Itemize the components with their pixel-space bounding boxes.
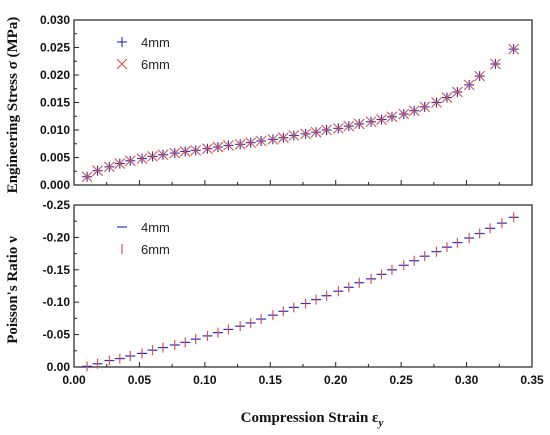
stress-point-6mm xyxy=(288,130,300,141)
stress-y-tick-label: 0.005 xyxy=(40,151,70,165)
poisson-legend-label: 4mm xyxy=(141,220,170,235)
stress-point-6mm xyxy=(474,70,486,82)
stress-point-6mm xyxy=(431,97,442,108)
stress-point-6mm xyxy=(452,86,463,98)
poisson-legend-label: 6mm xyxy=(141,242,170,257)
stress-legend-marker-6mm xyxy=(116,58,128,70)
stress-point-6mm xyxy=(508,43,520,55)
stress-point-6mm xyxy=(202,143,213,155)
stress-point-6mm xyxy=(463,79,475,91)
poisson-series-6mm xyxy=(86,212,515,372)
stress-point-6mm xyxy=(321,124,332,136)
x-tick-label: 0.25 xyxy=(389,373,413,387)
stress-point-6mm xyxy=(398,108,410,120)
stress-y-tick-label: 0.015 xyxy=(40,96,70,110)
x-tick-label: 0.20 xyxy=(324,373,348,387)
stress-point-6mm xyxy=(386,111,398,123)
stress-point-6mm xyxy=(343,120,355,132)
stress-y-tick-label: 0.020 xyxy=(40,68,70,82)
stress-legend-label: 4mm xyxy=(141,35,170,50)
x-tick-label: 0.05 xyxy=(128,373,152,387)
stress-point-6mm xyxy=(277,132,289,144)
stress-y-tick-label: 0.000 xyxy=(40,178,70,192)
stress-point-6mm xyxy=(441,92,453,103)
stress-point-6mm xyxy=(136,153,148,164)
stress-point-6mm xyxy=(408,105,420,117)
stress-point-6mm xyxy=(190,144,202,156)
stress-point-6mm xyxy=(124,155,136,167)
stress-point-6mm xyxy=(267,133,279,145)
x-tick-label: 0.00 xyxy=(62,373,86,387)
stress-point-6mm xyxy=(114,158,126,169)
stress-point-6mm xyxy=(223,140,234,151)
stress-point-6mm xyxy=(245,137,257,149)
stress-point-6mm xyxy=(212,141,224,153)
poisson-y-axis-title: Poisson's Ratio ν xyxy=(5,236,21,344)
poisson-y-tick-label: -0.15 xyxy=(43,263,71,277)
stress-point-6mm xyxy=(234,138,246,150)
poisson-series-4mm xyxy=(82,216,519,367)
stress-series-6mm xyxy=(81,43,520,183)
stress-panel: 0.0000.0050.0100.0150.0200.0250.0304mm6m… xyxy=(40,13,533,192)
poisson-y-tick-label: -0.20 xyxy=(43,230,71,244)
stress-point-6mm xyxy=(179,146,191,157)
stress-y-tick-label: 0.030 xyxy=(40,13,70,27)
poisson-y-tick-label: -0.10 xyxy=(43,295,71,309)
stress-point-6mm xyxy=(489,58,501,70)
x-axis-title-subscript: y xyxy=(376,417,383,429)
poisson-y-tick-label: -0.25 xyxy=(43,198,71,212)
stress-y-tick-label: 0.010 xyxy=(40,123,70,137)
stress-point-6mm xyxy=(157,149,169,161)
stress-point-6mm xyxy=(310,126,322,138)
x-tick-label: 0.10 xyxy=(193,373,217,387)
x-axis-title-main: Compression Strain ε xyxy=(241,410,379,426)
x-tick-label: 0.35 xyxy=(520,373,544,387)
stress-point-6mm xyxy=(255,135,267,147)
stress-point-6mm xyxy=(332,122,344,134)
stress-legend-label: 6mm xyxy=(141,57,170,72)
stress-point-6mm xyxy=(365,116,377,128)
stress-point-6mm xyxy=(419,101,431,113)
stress-y-axis-title: Engineering Stress σ (MPa) xyxy=(5,17,21,194)
stress-point-6mm xyxy=(81,171,93,183)
x-axis-title: Compression Strain εy xyxy=(241,410,384,429)
poisson-y-tick-label: 0.00 xyxy=(47,360,71,374)
x-tick-label: 0.15 xyxy=(259,373,283,387)
stress-legend-marker-4mm xyxy=(117,37,127,47)
stress-point-6mm xyxy=(376,114,387,125)
x-tick-label: 0.30 xyxy=(455,373,479,387)
stress-point-6mm xyxy=(169,147,181,159)
stress-point-6mm xyxy=(147,151,158,162)
stress-point-6mm xyxy=(353,118,365,130)
poisson-panel: 0.00 0.05 0.10 0.15 0.20 0.25 0.30 0.35 0.00 -0.0… xyxy=(43,198,544,387)
stress-point-6mm xyxy=(300,128,312,140)
stress-y-tick-label: 0.025 xyxy=(40,41,70,55)
poisson-y-tick-label: -0.05 xyxy=(43,328,71,342)
stress-point-6mm xyxy=(92,165,103,177)
stress-point-6mm xyxy=(103,161,115,173)
